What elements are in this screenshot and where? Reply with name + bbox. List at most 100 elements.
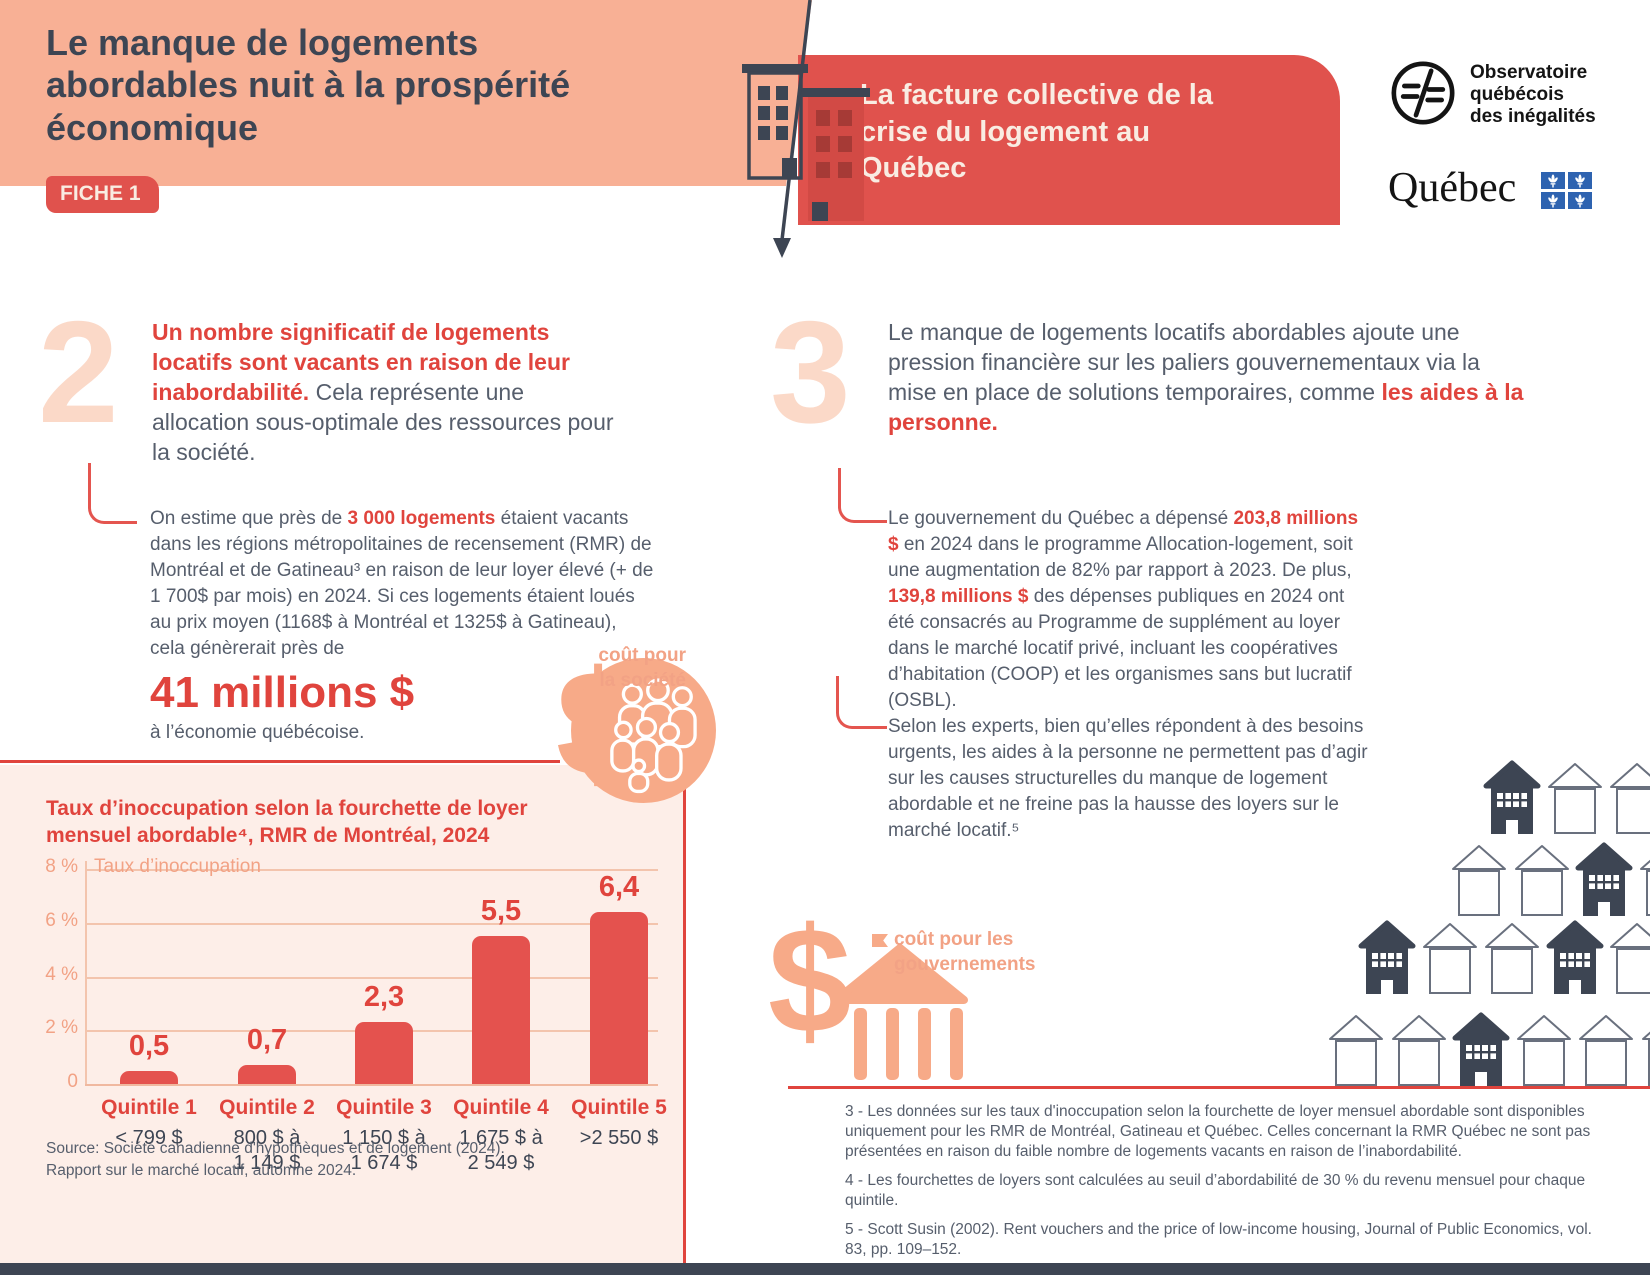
- x-category-label: Quintile 2: [219, 1096, 315, 1119]
- x-range-label: 1 150 $ à 1 674 $: [342, 1127, 426, 1174]
- dollar-icon: $: [768, 896, 852, 1064]
- flag-marker-icon: [872, 934, 888, 947]
- x-category-label: Quintile 3: [336, 1096, 432, 1119]
- gridline: [85, 922, 658, 925]
- section3-connector-line-1: [838, 468, 887, 523]
- quebec-wordmark: Québec: [1388, 165, 1517, 211]
- y-tick-label: 8 %: [45, 856, 78, 877]
- bar: [355, 1022, 413, 1084]
- section3-numeral: 3: [770, 291, 851, 453]
- bank-icon: [832, 944, 968, 1080]
- bar-value-label: 5,5: [480, 895, 522, 928]
- footnotes: 3 - Les données sur les taux d'inoccupat…: [845, 1102, 1605, 1269]
- amount-41-millions: 41 millions $: [150, 668, 415, 717]
- house-outline-icon: [1483, 920, 1541, 999]
- house-outline-icon: [1577, 1012, 1635, 1091]
- banner-title: La facture collective de la crise du log…: [860, 79, 1213, 185]
- house-filled-icon: [1483, 760, 1541, 839]
- section3-connector-line-2: [836, 676, 887, 729]
- x-range-label: < 799 $: [115, 1127, 183, 1149]
- house-outline-icon: [1390, 1012, 1448, 1091]
- building-red-icon: [802, 88, 870, 221]
- fleur-de-lis-icon: [1568, 192, 1592, 209]
- y-axis-line: [85, 861, 87, 1084]
- bar-value-label: 0,7: [246, 1024, 288, 1057]
- section2-lead: Un nombre significatif de logements loca…: [152, 319, 614, 465]
- bar-value-label: 0,5: [128, 1029, 170, 1062]
- bar: [472, 936, 530, 1084]
- chart-title: Taux d’inoccupation selon la fourchette …: [46, 797, 528, 848]
- gridline: [85, 869, 658, 871]
- section2-body: On estime que près de 3 000 logements ét…: [150, 506, 655, 746]
- bar: [590, 912, 648, 1084]
- house-outline-icon: [1640, 1012, 1650, 1091]
- x-axis-line: [85, 1084, 658, 1086]
- panel-top-rule: [0, 760, 560, 763]
- y-tick-label: 0: [67, 1071, 78, 1092]
- diagonal-arrow-icon: [773, 0, 812, 258]
- footnote-3: 3 - Les données sur les taux d'inoccupat…: [845, 1103, 1591, 1160]
- house-outline-icon: [1515, 1012, 1573, 1091]
- x-range-label: >2 550 $: [579, 1127, 659, 1149]
- bar: [120, 1070, 178, 1084]
- house-outline-icon: [1327, 1012, 1385, 1091]
- section3-paragraph-2: Selon les experts, bien qu’elles réponde…: [888, 716, 1368, 841]
- chart-source: Source: Société canadienne d'hypothèques…: [46, 1140, 505, 1179]
- page-title: Le manque de logements abordables nuit à…: [46, 22, 571, 148]
- section2-connector-line: [88, 463, 137, 524]
- section3-lead-highlight: les aides à la personne.: [888, 378, 1524, 435]
- gridline: [85, 976, 658, 979]
- society-caption: coût pour la société: [598, 645, 686, 691]
- bar-chart: 8 % 6 % 4 % 2 % 0 Taux d’inoccupation 0,5 Quint…: [0, 830, 684, 1260]
- fleur-de-lis-icon: [1541, 192, 1565, 209]
- chart-panel: [0, 765, 684, 1263]
- section2-lead-highlight: Un nombre significatif de logements loca…: [152, 319, 570, 405]
- bottom-bar: [0, 1263, 1650, 1275]
- fleur-de-lis-icon: [1568, 172, 1592, 189]
- government-caption: coût pour les gouvernements: [894, 929, 1036, 975]
- footnote-5: 5 - Scott Susin (2002). Rent vouchers an…: [845, 1221, 1592, 1258]
- y-axis-title: Taux d’inoccupation: [94, 856, 261, 877]
- x-category-label: Quintile 5: [571, 1096, 667, 1119]
- bar-value-label: 6,4: [598, 871, 640, 903]
- y-tick-label: 2 %: [45, 1017, 78, 1039]
- quebec-flag-icon: [1541, 172, 1592, 209]
- x-category-label: Quintile 1: [101, 1096, 197, 1119]
- house-outline-icon: [1546, 760, 1604, 839]
- house-outline-icon: [1421, 920, 1479, 999]
- house-outline-icon: [1450, 842, 1508, 921]
- panel-right-rule: [683, 788, 686, 1263]
- bar-value-label: 2,3: [363, 981, 405, 1014]
- house-filled-icon: [1452, 1012, 1510, 1091]
- x-range-label: 1 675 $ à 2 549 $: [459, 1127, 543, 1174]
- footnote-4: 4 - Les fourchettes de loyers sont calcu…: [845, 1172, 1586, 1209]
- section3-paragraph-1: Le gouvernement du Québec a dépensé 203,…: [888, 508, 1359, 711]
- bar: [238, 1065, 296, 1084]
- section3-lead: Le manque de logements locatifs abordabl…: [888, 319, 1524, 435]
- society-people-icon: [571, 658, 716, 803]
- building-outline-icon: [742, 64, 808, 180]
- footnote-rule: [788, 1086, 1650, 1089]
- people-group-icon: [610, 678, 697, 794]
- house-outline-icon: [1638, 842, 1650, 921]
- house-outline-icon: [1608, 920, 1650, 999]
- observatoire-logo-icon: [1391, 61, 1455, 125]
- fleur-de-lis-icon: [1541, 172, 1565, 189]
- section2-paragraph: On estime que près de 3 000 logements ét…: [150, 508, 654, 659]
- house-outline-icon: [1608, 760, 1650, 839]
- house-filled-icon: [1358, 920, 1416, 999]
- banner: La facture collective de la crise du log…: [798, 55, 1340, 225]
- y-tick-label: 6 %: [45, 909, 78, 931]
- observatoire-logo-text: Observatoire québécois des inégalités: [1470, 62, 1596, 127]
- house-outline-icon: [1513, 842, 1571, 921]
- section2-numeral: 2: [38, 291, 119, 453]
- header-peach-block: [0, 0, 812, 186]
- x-range-label: 800 $ à 1 149 $: [233, 1127, 301, 1174]
- house-filled-icon: [1546, 920, 1604, 999]
- x-category-label: Quintile 4: [453, 1096, 549, 1119]
- y-tick-label: 4 %: [45, 963, 78, 985]
- house-filled-icon: [1575, 842, 1633, 921]
- section2-tail: à l’économie québécoise.: [150, 722, 365, 744]
- fiche-badge: FICHE 1: [46, 176, 159, 213]
